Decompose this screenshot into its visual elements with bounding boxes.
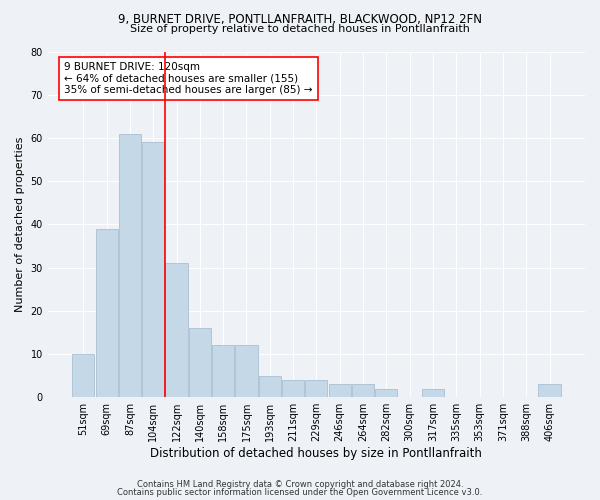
Bar — [422, 388, 444, 397]
Bar — [305, 380, 328, 397]
Bar — [375, 388, 397, 397]
X-axis label: Distribution of detached houses by size in Pontllanfraith: Distribution of detached houses by size … — [151, 447, 482, 460]
Bar — [142, 142, 164, 397]
Text: Contains public sector information licensed under the Open Government Licence v3: Contains public sector information licen… — [118, 488, 482, 497]
Bar — [538, 384, 560, 397]
Bar — [166, 263, 188, 397]
Bar — [95, 228, 118, 397]
Text: 9, BURNET DRIVE, PONTLLANFRAITH, BLACKWOOD, NP12 2FN: 9, BURNET DRIVE, PONTLLANFRAITH, BLACKWO… — [118, 12, 482, 26]
Bar — [259, 376, 281, 397]
Bar — [72, 354, 94, 397]
Bar — [119, 134, 141, 397]
Bar — [235, 346, 257, 397]
Text: 9 BURNET DRIVE: 120sqm
← 64% of detached houses are smaller (155)
35% of semi-de: 9 BURNET DRIVE: 120sqm ← 64% of detached… — [64, 62, 313, 95]
Bar — [212, 346, 234, 397]
Bar — [329, 384, 351, 397]
Text: Contains HM Land Registry data © Crown copyright and database right 2024.: Contains HM Land Registry data © Crown c… — [137, 480, 463, 489]
Bar — [352, 384, 374, 397]
Bar — [282, 380, 304, 397]
Y-axis label: Number of detached properties: Number of detached properties — [15, 136, 25, 312]
Bar — [189, 328, 211, 397]
Text: Size of property relative to detached houses in Pontllanfraith: Size of property relative to detached ho… — [130, 24, 470, 34]
